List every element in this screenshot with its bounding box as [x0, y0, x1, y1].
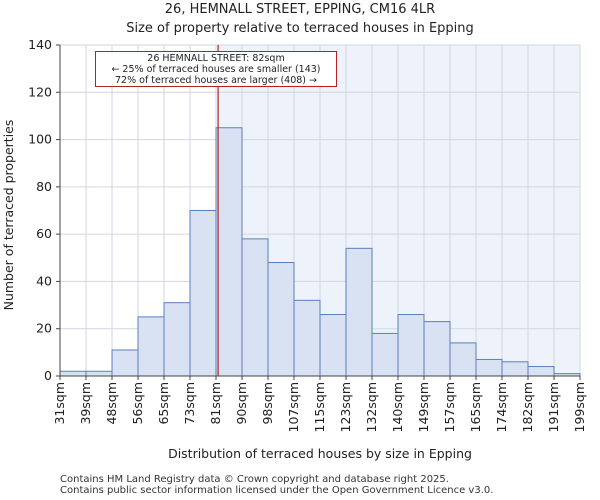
x-tick-label: 48sqm [104, 382, 119, 425]
annotation-line-1: 26 HEMNALL STREET: 82sqm [147, 53, 285, 64]
bar-132sqm [371, 332, 399, 377]
bar-39sqm [85, 370, 113, 377]
bar-48sqm [111, 349, 139, 377]
y-tick-label: 100 [28, 132, 52, 147]
bar-123sqm [345, 247, 373, 377]
bar-165sqm [475, 358, 503, 377]
bar-81sqm [215, 127, 243, 377]
x-tick-label: 165sqm [468, 382, 483, 432]
annotation-line-2: ← 25% of terraced houses are smaller (14… [111, 64, 321, 75]
x-tick-label: 157sqm [442, 382, 457, 432]
bar-107sqm [293, 299, 321, 377]
bar-140sqm [397, 314, 425, 377]
x-tick-label: 98sqm [260, 382, 275, 425]
x-tick-label: 56sqm [130, 382, 145, 425]
x-tick-label: 191sqm [546, 382, 561, 432]
y-tick-label: 0 [44, 368, 52, 383]
x-axis-label: Distribution of terraced houses by size … [168, 446, 472, 461]
x-tick-label: 90sqm [234, 382, 249, 425]
bar-65sqm [163, 302, 191, 377]
chart-title: 26, HEMNALL STREET, EPPING, CM16 4LR [164, 2, 436, 17]
bar-174sqm [501, 361, 529, 377]
bar-182sqm [527, 366, 555, 377]
x-tick-label: 73sqm [182, 382, 197, 425]
bar-115sqm [319, 314, 347, 377]
bar-90sqm [241, 238, 269, 377]
x-tick-label: 65sqm [156, 382, 171, 425]
x-tick-label: 199sqm [572, 382, 587, 432]
chart-subtitle: Size of property relative to terraced ho… [126, 21, 474, 36]
y-axis-label: Number of terraced properties [1, 120, 16, 311]
bar-56sqm [137, 316, 165, 377]
footer-line-1: Contains HM Land Registry data © Crown c… [60, 474, 449, 485]
y-tick-label: 40 [36, 273, 52, 288]
bar-157sqm [449, 342, 477, 377]
x-tick-label: 39sqm [78, 382, 93, 425]
x-tick-label: 182sqm [520, 382, 535, 432]
y-tick-label: 80 [36, 179, 52, 194]
marker-annotation: 26 HEMNALL STREET: 82sqm ← 25% of terrac… [95, 51, 337, 87]
annotation-line-3: 72% of terraced houses are larger (408) … [115, 75, 317, 86]
x-tick-label: 115sqm [312, 382, 327, 432]
x-tick-label: 123sqm [338, 382, 353, 432]
x-tick-label: 174sqm [494, 382, 509, 432]
y-tick-label: 60 [36, 226, 52, 241]
y-tick-label: 140 [28, 37, 52, 52]
x-tick-label: 31sqm [52, 382, 67, 425]
y-tick-label: 20 [36, 321, 52, 336]
bar-73sqm [189, 210, 217, 377]
footer-line-2: Contains public sector information licen… [60, 485, 494, 496]
bar-98sqm [267, 262, 295, 377]
x-tick-label: 107sqm [286, 382, 301, 432]
bar-31sqm [59, 370, 87, 377]
bar-149sqm [423, 321, 451, 377]
x-tick-label: 140sqm [390, 382, 405, 432]
x-tick-label: 132sqm [364, 382, 379, 432]
x-tick-label: 81sqm [208, 382, 223, 425]
y-tick-label: 120 [28, 84, 52, 99]
x-tick-label: 149sqm [416, 382, 431, 432]
